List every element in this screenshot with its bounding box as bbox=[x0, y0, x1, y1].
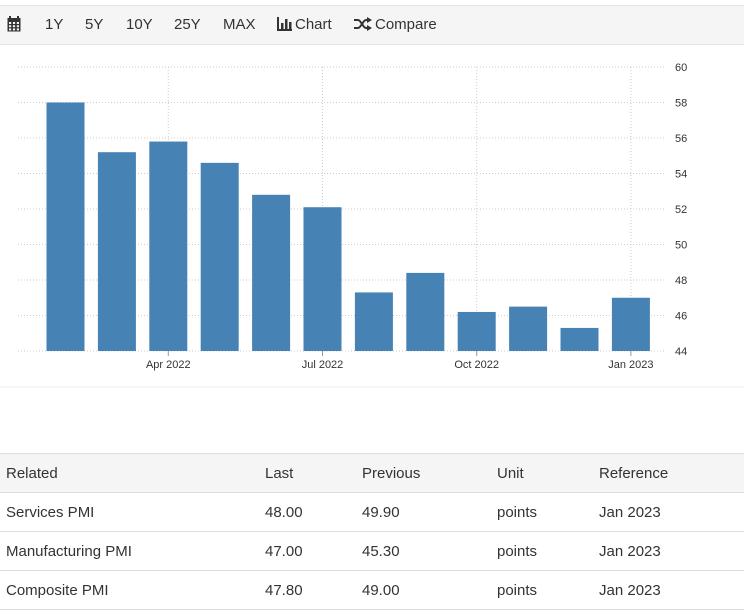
header-previous: Previous bbox=[362, 453, 497, 493]
table-header-row: Related Last Previous Unit Reference bbox=[0, 453, 744, 493]
header-related: Related bbox=[0, 453, 265, 493]
x-tick-label: Jul 2022 bbox=[302, 359, 344, 371]
bar[interactable]: Jan 2023: 47 bbox=[611, 297, 650, 351]
table-row: Manufacturing PMI 47.00 45.30 points Jan… bbox=[0, 531, 744, 571]
range-10y-button[interactable]: 10Y bbox=[126, 16, 153, 33]
calendar-icon[interactable] bbox=[7, 16, 21, 37]
shuffle-icon bbox=[354, 17, 372, 31]
x-tick-label: Jan 2023 bbox=[608, 359, 653, 371]
compare-button[interactable]: Compare bbox=[354, 6, 437, 44]
header-unit: Unit bbox=[497, 453, 599, 493]
pmi-bar-chart: Feb 2022: 58 Mar 2022: 55.2 Apr 2022: 55.8… bbox=[0, 46, 744, 388]
bar[interactable]: Jun 2022: 52.8 bbox=[252, 194, 291, 351]
chart-type-button[interactable]: Chart bbox=[277, 6, 332, 44]
y-tick-label: 50 bbox=[675, 240, 687, 252]
chart-canvas: Feb 2022: 58 Mar 2022: 55.2 Apr 2022: 55.8… bbox=[0, 46, 744, 388]
range-5y-button[interactable]: 5Y bbox=[85, 16, 104, 33]
row-name-link[interactable]: Composite PMI bbox=[0, 570, 265, 610]
row-previous: 49.90 bbox=[362, 492, 497, 532]
y-tick-label: 58 bbox=[675, 98, 687, 110]
chart-toolbar: 1Y 5Y 10Y 25Y MAX Chart Compare bbox=[0, 5, 744, 45]
y-tick-label: 56 bbox=[675, 133, 687, 145]
bar[interactable]: Apr 2022: 55.8 bbox=[149, 141, 188, 351]
bar[interactable]: May 2022: 54.6 bbox=[200, 162, 239, 351]
row-reference: Jan 2023 bbox=[599, 531, 744, 571]
bar[interactable]: Aug 2022: 47.3 bbox=[354, 292, 393, 351]
table-row: Composite PMI 47.80 49.00 points Jan 202… bbox=[0, 570, 744, 610]
bar[interactable]: Mar 2022: 55.2 bbox=[97, 152, 136, 351]
row-name-link[interactable]: Services PMI bbox=[0, 492, 265, 532]
row-name-link[interactable]: Manufacturing PMI bbox=[0, 531, 265, 571]
related-table-wrap: Related Last Previous Unit Reference Ser… bbox=[0, 453, 744, 610]
y-tick-label: 52 bbox=[675, 204, 687, 216]
x-tick-label: Oct 2022 bbox=[454, 359, 499, 371]
row-unit: points bbox=[497, 531, 599, 571]
bar[interactable]: Nov 2022: 46.5 bbox=[509, 306, 548, 351]
row-previous: 49.00 bbox=[362, 570, 497, 610]
y-tick-label: 44 bbox=[675, 346, 687, 358]
row-last: 47.00 bbox=[265, 531, 362, 571]
related-table: Related Last Previous Unit Reference Ser… bbox=[0, 453, 744, 610]
bar[interactable]: Oct 2022: 46.2 bbox=[457, 311, 496, 351]
range-max-button[interactable]: MAX bbox=[223, 16, 256, 33]
row-reference: Jan 2023 bbox=[599, 570, 744, 610]
table-row: Services PMI 48.00 49.90 points Jan 2023 bbox=[0, 492, 744, 532]
row-unit: points bbox=[497, 492, 599, 532]
y-tick-label: 54 bbox=[675, 169, 687, 181]
x-tick-label: Apr 2022 bbox=[146, 359, 191, 371]
compare-label: Compare bbox=[375, 16, 437, 33]
row-previous: 45.30 bbox=[362, 531, 497, 571]
y-tick-label: 48 bbox=[675, 275, 687, 287]
row-last: 48.00 bbox=[265, 492, 362, 532]
range-25y-button[interactable]: 25Y bbox=[174, 16, 201, 33]
bar[interactable]: Jul 2022: 52.1 bbox=[303, 207, 342, 351]
row-last: 47.80 bbox=[265, 570, 362, 610]
header-reference: Reference bbox=[599, 453, 744, 493]
row-unit: points bbox=[497, 570, 599, 610]
range-1y-button[interactable]: 1Y bbox=[45, 16, 64, 33]
chart-type-label: Chart bbox=[295, 16, 332, 33]
bar[interactable]: Feb 2022: 58 bbox=[46, 102, 85, 352]
bar[interactable]: Dec 2022: 45.3 bbox=[560, 327, 599, 351]
y-tick-label: 60 bbox=[675, 62, 687, 74]
y-tick-label: 46 bbox=[675, 311, 687, 323]
row-reference: Jan 2023 bbox=[599, 492, 744, 532]
bar[interactable]: Sep 2022: 48.4 bbox=[406, 272, 445, 351]
bar-chart-icon bbox=[277, 17, 292, 31]
header-last: Last bbox=[265, 453, 362, 493]
